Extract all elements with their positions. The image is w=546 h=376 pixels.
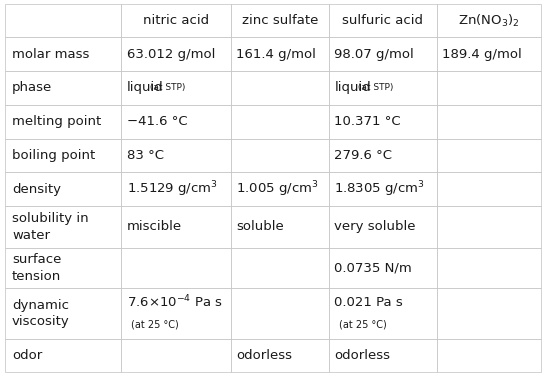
Bar [437, 288, 541, 338]
Bar [329, 248, 437, 288]
Bar [121, 248, 231, 288]
Text: 0.021 Pa s: 0.021 Pa s [334, 296, 403, 309]
Text: −41.6 °C: −41.6 °C [127, 115, 187, 128]
Text: 63.012 g/mol: 63.012 g/mol [127, 48, 215, 61]
Text: 279.6 °C: 279.6 °C [334, 149, 393, 162]
Bar [231, 206, 329, 248]
Bar [121, 138, 231, 172]
Bar [329, 105, 437, 138]
Bar [329, 38, 437, 71]
Bar [231, 71, 329, 105]
Text: (at 25 °C): (at 25 °C) [339, 319, 387, 329]
Bar [329, 338, 437, 372]
Bar [121, 4, 231, 38]
Bar [231, 38, 329, 71]
Text: 7.6$\times$10$^{-4}$ Pa s: 7.6$\times$10$^{-4}$ Pa s [127, 294, 223, 311]
Text: (at STP): (at STP) [147, 83, 186, 92]
Bar [5, 248, 121, 288]
Text: very soluble: very soluble [334, 220, 416, 233]
Bar [437, 138, 541, 172]
Bar [5, 338, 121, 372]
Bar [329, 288, 437, 338]
Text: 1.005 g/cm$^3$: 1.005 g/cm$^3$ [236, 179, 319, 199]
Text: boiling point: boiling point [12, 149, 95, 162]
Text: melting point: melting point [12, 115, 101, 128]
Text: (at 25 °C): (at 25 °C) [131, 319, 179, 329]
Text: 1.5129 g/cm$^3$: 1.5129 g/cm$^3$ [127, 179, 217, 199]
Bar [5, 288, 121, 338]
Bar [329, 4, 437, 38]
Text: (at STP): (at STP) [355, 83, 394, 92]
Bar [121, 206, 231, 248]
Bar [121, 38, 231, 71]
Text: miscible: miscible [127, 220, 182, 233]
Bar [231, 288, 329, 338]
Bar [121, 338, 231, 372]
Bar [437, 172, 541, 206]
Bar [5, 138, 121, 172]
Bar [121, 288, 231, 338]
Text: 1.8305 g/cm$^3$: 1.8305 g/cm$^3$ [334, 179, 425, 199]
Text: liquid: liquid [127, 82, 163, 94]
Bar [5, 206, 121, 248]
Bar [231, 105, 329, 138]
Bar [231, 172, 329, 206]
Bar [437, 105, 541, 138]
Bar [437, 206, 541, 248]
Text: 83 °C: 83 °C [127, 149, 164, 162]
Text: odorless: odorless [334, 349, 390, 362]
Text: 10.371 °C: 10.371 °C [334, 115, 401, 128]
Bar [437, 38, 541, 71]
Bar [329, 172, 437, 206]
Text: zinc sulfate: zinc sulfate [242, 14, 318, 27]
Text: 161.4 g/mol: 161.4 g/mol [236, 48, 316, 61]
Bar [231, 248, 329, 288]
Bar [329, 206, 437, 248]
Text: molar mass: molar mass [12, 48, 90, 61]
Bar [329, 138, 437, 172]
Text: 0.0735 N/m: 0.0735 N/m [334, 262, 412, 274]
Bar [5, 71, 121, 105]
Text: phase: phase [12, 82, 52, 94]
Text: odorless: odorless [236, 349, 292, 362]
Bar [5, 105, 121, 138]
Text: 98.07 g/mol: 98.07 g/mol [334, 48, 414, 61]
Text: nitric acid: nitric acid [143, 14, 209, 27]
Bar [231, 338, 329, 372]
Text: sulfuric acid: sulfuric acid [342, 14, 423, 27]
Bar [437, 338, 541, 372]
Bar [231, 4, 329, 38]
Bar [121, 105, 231, 138]
Text: 189.4 g/mol: 189.4 g/mol [442, 48, 522, 61]
Text: liquid: liquid [334, 82, 371, 94]
Bar [5, 4, 121, 38]
Bar [437, 248, 541, 288]
Bar [5, 172, 121, 206]
Bar [437, 71, 541, 105]
Bar [5, 38, 121, 71]
Text: surface
tension: surface tension [12, 253, 61, 283]
Text: Zn(NO$_3$)$_2$: Zn(NO$_3$)$_2$ [458, 12, 519, 29]
Text: density: density [12, 183, 61, 196]
Bar [121, 172, 231, 206]
Text: solubility in
water: solubility in water [12, 212, 88, 242]
Text: odor: odor [12, 349, 42, 362]
Bar [329, 71, 437, 105]
Bar [231, 138, 329, 172]
Bar [121, 71, 231, 105]
Bar [437, 4, 541, 38]
Text: dynamic
viscosity: dynamic viscosity [12, 299, 70, 328]
Text: soluble: soluble [236, 220, 284, 233]
